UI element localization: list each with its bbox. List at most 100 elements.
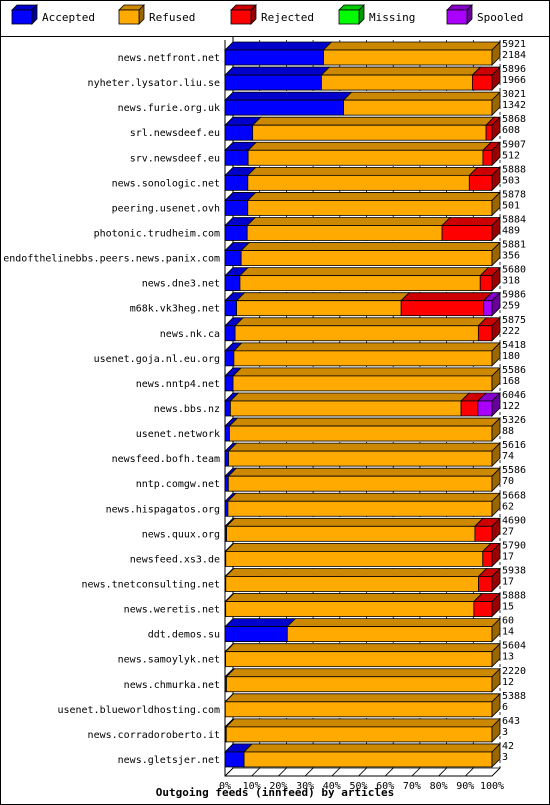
bar-segment-top-refused (227, 442, 501, 452)
value-label-total: 5896 (502, 64, 526, 75)
bar-segment-refused (246, 225, 443, 241)
value-label-second: 74 (502, 451, 514, 462)
bar-segment-top-accepted (224, 618, 297, 628)
value-label-second: 70 (502, 476, 514, 487)
value-label-total: 4690 (502, 515, 526, 526)
bar-end-side (491, 392, 501, 417)
value-label-second: 17 (502, 576, 514, 587)
legend-swatch (11, 9, 33, 25)
value-label-total: 5418 (502, 340, 526, 351)
value-label-total: 5986 (502, 290, 526, 301)
bar-segment-accepted (224, 49, 324, 66)
bar-segment-top-refused (225, 517, 484, 527)
row-label: newsfeed.xs3.de (130, 554, 220, 565)
value-label-second: 122 (502, 401, 520, 412)
value-label-second: 489 (502, 225, 520, 236)
bar-segment-refused (236, 300, 402, 317)
bar-segment-refused (247, 174, 470, 191)
floor-tick (438, 767, 447, 777)
bar-segment-accepted (224, 751, 245, 768)
value-label-second: 318 (502, 276, 520, 287)
bar-segment-rejected (477, 325, 493, 342)
value-label-second: 222 (502, 326, 520, 337)
row-label: srv.newsdeef.eu (130, 153, 220, 164)
bar-segment-top-refused (342, 91, 501, 101)
value-label-second: 17 (502, 551, 514, 562)
bar-end-side (491, 366, 501, 392)
value-label-total: 60 (502, 616, 514, 627)
bar-end-side (491, 667, 501, 693)
row-label: ddt.demos.su (148, 630, 220, 641)
bar-segment-top-accepted (224, 66, 331, 76)
bar-segment-accepted (224, 500, 229, 517)
value-label-second: 12 (502, 677, 514, 688)
bar-end-side (491, 567, 501, 593)
value-label-total: 5884 (502, 214, 526, 225)
bar-segment-top-refused (224, 693, 501, 703)
bar-segment-rejected (485, 124, 493, 141)
value-label-total: 5326 (502, 415, 526, 426)
floor-tick (251, 767, 260, 777)
value-label-total: 5921 (502, 39, 526, 50)
value-label-total: 5888 (502, 164, 526, 175)
bar-end-side (491, 517, 501, 543)
bar-segment-top-refused (246, 192, 501, 201)
chart-title: Outgoing feeds (innfeed) by articles (156, 786, 394, 799)
value-label-total: 3021 (502, 89, 526, 100)
value-label-second: 6 (502, 702, 508, 713)
floor-tick (331, 767, 341, 777)
bar-segment-top-refused (225, 718, 501, 728)
legend-label: Refused (149, 11, 195, 24)
bar-segment-refused (233, 350, 493, 367)
x-tick-labels: 0% 10% 20% 30% 40% 50% 60% 70% 80% 90% 100% (219, 781, 504, 792)
bar-segment-accepted (224, 626, 288, 643)
legend-item-spooled: Spooled (446, 4, 523, 25)
bar-segment-top-refused (225, 668, 501, 678)
row-label: photonic.trudheim.com (94, 228, 220, 239)
legend-label: Rejected (261, 11, 314, 24)
legend-item-missing: Missing (338, 4, 415, 25)
row-label: usenet.network (136, 429, 220, 440)
row-label: nntp.comgw.net (136, 479, 220, 490)
bar-segment-top-refused (238, 267, 490, 277)
bar-end-side (491, 742, 501, 768)
value-label-total: 5586 (502, 365, 526, 376)
value-label-second: 3 (502, 727, 508, 738)
value-label-second: 503 (502, 175, 520, 186)
value-label-second: 1342 (502, 100, 526, 111)
bar-segment-top-refused (224, 593, 483, 602)
bar-end-side (491, 592, 501, 618)
row-label: news.dne3.net (142, 279, 220, 290)
x-tick-label: 70% (403, 781, 421, 792)
value-label-total: 5388 (502, 691, 526, 702)
bar-segment-refused (226, 676, 493, 693)
bar-segment-top-accepted (224, 91, 353, 101)
x-tick-label: 50% (349, 781, 367, 792)
x-tick-label: 80% (430, 781, 448, 792)
bar-segment-top-refused (240, 242, 501, 251)
row-label: peering.usenet.ovh (112, 203, 220, 214)
bar-segment-top-refused (226, 492, 501, 502)
bar-segment-accepted (224, 350, 235, 367)
value-label-second: 14 (502, 627, 514, 638)
value-label-second: 501 (502, 200, 520, 211)
floor-tick (304, 767, 314, 777)
bar-segment-spooled (483, 300, 493, 317)
bar-segment-refused (232, 375, 493, 392)
bar-segment-top-refused (234, 317, 488, 327)
bar-segment-top-rejected (400, 292, 493, 302)
value-label-second: 62 (502, 501, 514, 512)
bar-segment-refused (239, 275, 481, 292)
floor-tick (224, 767, 234, 777)
